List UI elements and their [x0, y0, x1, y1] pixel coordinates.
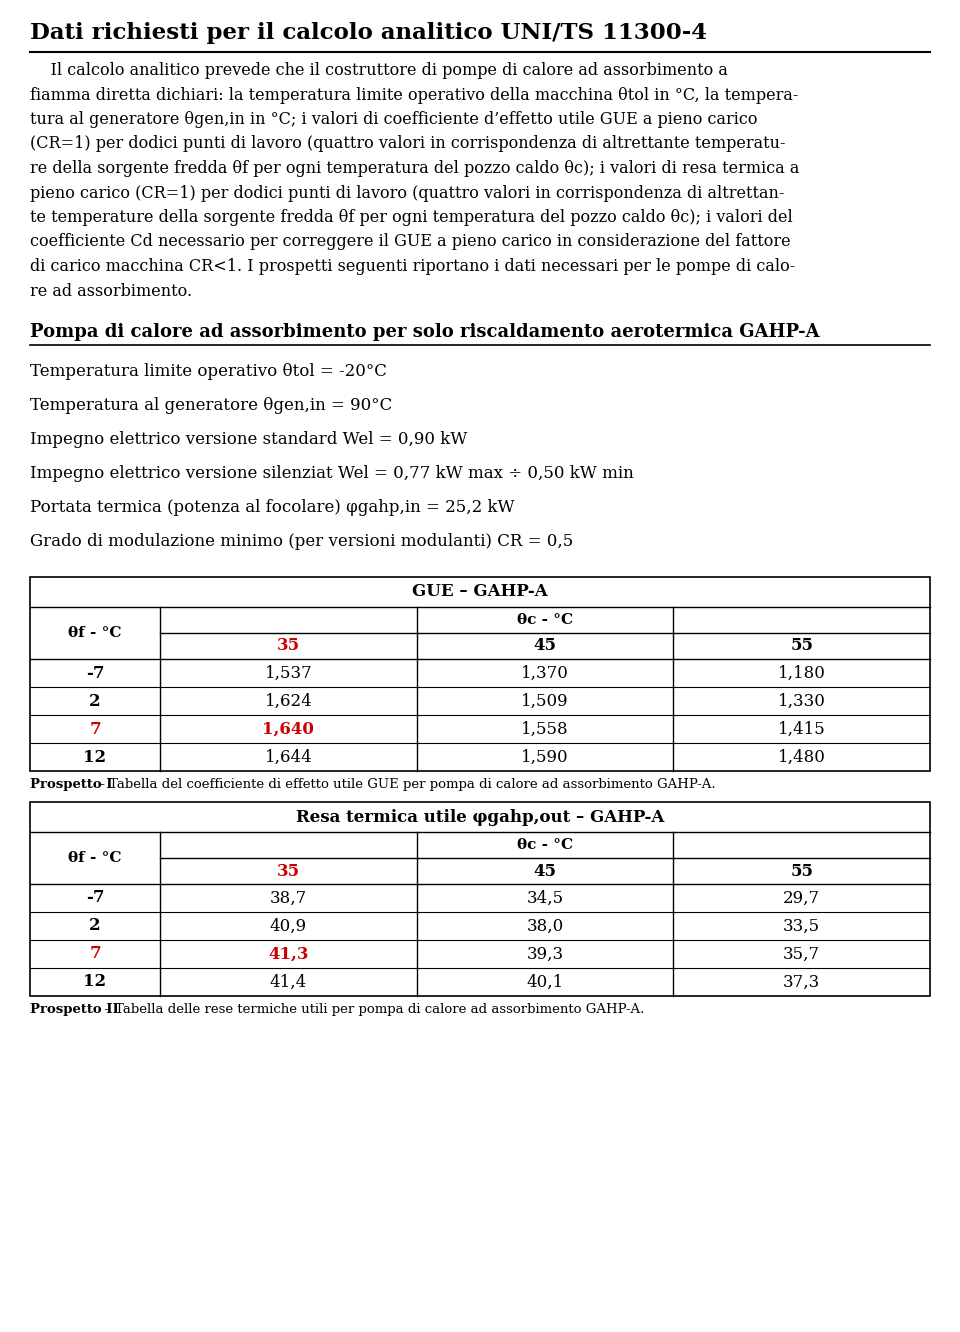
Text: Portata termica (potenza al focolare) φgahp,in = 25,2 kW: Portata termica (potenza al focolare) φg…	[30, 500, 515, 515]
Text: Dati richiesti per il calcolo analitico UNI/TS 11300-4: Dati richiesti per il calcolo analitico …	[30, 23, 708, 44]
Text: 7: 7	[89, 721, 101, 738]
Text: 1,180: 1,180	[778, 665, 826, 682]
Text: di carico macchina CR<1. I prospetti seguenti riportano i dati necessari per le : di carico macchina CR<1. I prospetti seg…	[30, 258, 795, 274]
Text: 1,370: 1,370	[521, 665, 569, 682]
Bar	[30, 802, 930, 996]
Text: -7: -7	[85, 890, 105, 907]
Text: 55: 55	[790, 863, 813, 879]
Text: tura al generatore θgen,in in °C; i valori di coefficiente d’effetto utile GUE a: tura al generatore θgen,in in °C; i valo…	[30, 111, 757, 128]
Text: 34,5: 34,5	[526, 890, 564, 907]
Text: Temperatura al generatore θgen,in = 90°C: Temperatura al generatore θgen,in = 90°C	[30, 397, 393, 414]
Text: 1,509: 1,509	[521, 693, 569, 710]
Text: 41,3: 41,3	[268, 946, 308, 963]
Text: fiamma diretta dichiari: la temperatura limite operativo della macchina θtol in : fiamma diretta dichiari: la temperatura …	[30, 87, 799, 104]
Text: 45: 45	[534, 863, 557, 879]
Text: coefficiente Cd necessario per correggere il GUE a pieno carico in considerazion: coefficiente Cd necessario per corregger…	[30, 233, 791, 250]
Text: -7: -7	[85, 665, 105, 682]
Text: 40,1: 40,1	[526, 974, 564, 991]
Text: – Tabella del coefficiente di effetto utile GUE per pompa di calore ad assorbime: – Tabella del coefficiente di effetto ut…	[94, 778, 715, 791]
Text: 2: 2	[89, 918, 101, 935]
Text: θc - °C: θc - °C	[516, 838, 573, 852]
Text: 1,640: 1,640	[262, 721, 314, 738]
Text: 38,0: 38,0	[526, 918, 564, 935]
Text: 1,330: 1,330	[778, 693, 826, 710]
Text: 35: 35	[276, 638, 300, 654]
Text: θc - °C: θc - °C	[516, 613, 573, 627]
Text: 1,558: 1,558	[521, 721, 569, 738]
Text: 40,9: 40,9	[270, 918, 307, 935]
Text: 12: 12	[84, 974, 107, 991]
Text: 2: 2	[89, 693, 101, 710]
Text: θf - °C: θf - °C	[68, 851, 122, 864]
Text: GUE – GAHP-A: GUE – GAHP-A	[412, 583, 548, 601]
Text: 35,7: 35,7	[783, 946, 820, 963]
Text: pieno carico (CR=1) per dodici punti di lavoro (quattro valori in corrispondenza: pieno carico (CR=1) per dodici punti di …	[30, 185, 784, 201]
Text: te temperature della sorgente fredda θf per ogni temperatura del pozzo caldo θc): te temperature della sorgente fredda θf …	[30, 209, 793, 226]
Text: 1,644: 1,644	[264, 749, 312, 766]
Text: 37,3: 37,3	[783, 974, 820, 991]
Text: 45: 45	[534, 638, 557, 654]
Text: Resa termica utile φgahp,out – GAHP-A: Resa termica utile φgahp,out – GAHP-A	[296, 809, 664, 826]
Text: 55: 55	[790, 638, 813, 654]
Text: 29,7: 29,7	[783, 890, 820, 907]
Text: Il calcolo analitico prevede che il costruttore di pompe di calore ad assorbimen: Il calcolo analitico prevede che il cost…	[30, 63, 728, 79]
Text: 35: 35	[276, 863, 300, 879]
Text: Prospetto I: Prospetto I	[30, 778, 112, 791]
Text: – Tabella delle rese termiche utili per pompa di calore ad assorbimento GAHP-A.: – Tabella delle rese termiche utili per …	[100, 1003, 644, 1016]
Text: Impegno elettrico versione standard Wel = 0,90 kW: Impegno elettrico versione standard Wel …	[30, 432, 468, 448]
Text: 38,7: 38,7	[270, 890, 307, 907]
Text: 33,5: 33,5	[783, 918, 820, 935]
Text: Temperatura limite operativo θtol = -20°C: Temperatura limite operativo θtol = -20°…	[30, 364, 387, 380]
Text: 1,590: 1,590	[521, 749, 569, 766]
Text: 1,480: 1,480	[778, 749, 826, 766]
Text: 1,415: 1,415	[778, 721, 826, 738]
Bar	[30, 577, 930, 771]
Text: Impegno elettrico versione silenziat Wel = 0,77 kW max ÷ 0,50 kW min: Impegno elettrico versione silenziat Wel…	[30, 465, 634, 482]
Text: 41,4: 41,4	[270, 974, 307, 991]
Text: Pompa di calore ad assorbimento per solo riscaldamento aerotermica GAHP-A: Pompa di calore ad assorbimento per solo…	[30, 322, 820, 341]
Text: θf - °C: θf - °C	[68, 626, 122, 639]
Text: Prospetto II: Prospetto II	[30, 1003, 119, 1016]
Text: re della sorgente fredda θf per ogni temperatura del pozzo caldo θc); i valori d: re della sorgente fredda θf per ogni tem…	[30, 160, 800, 177]
Text: 1,537: 1,537	[264, 665, 312, 682]
Text: 39,3: 39,3	[526, 946, 564, 963]
Text: 12: 12	[84, 749, 107, 766]
Text: Grado di modulazione minimo (per versioni modulanti) CR = 0,5: Grado di modulazione minimo (per version…	[30, 533, 573, 550]
Text: 1,624: 1,624	[264, 693, 312, 710]
Text: re ad assorbimento.: re ad assorbimento.	[30, 282, 192, 300]
Text: (CR=1) per dodici punti di lavoro (quattro valori in corrispondenza di altrettan: (CR=1) per dodici punti di lavoro (quatt…	[30, 136, 785, 152]
Text: 7: 7	[89, 946, 101, 963]
